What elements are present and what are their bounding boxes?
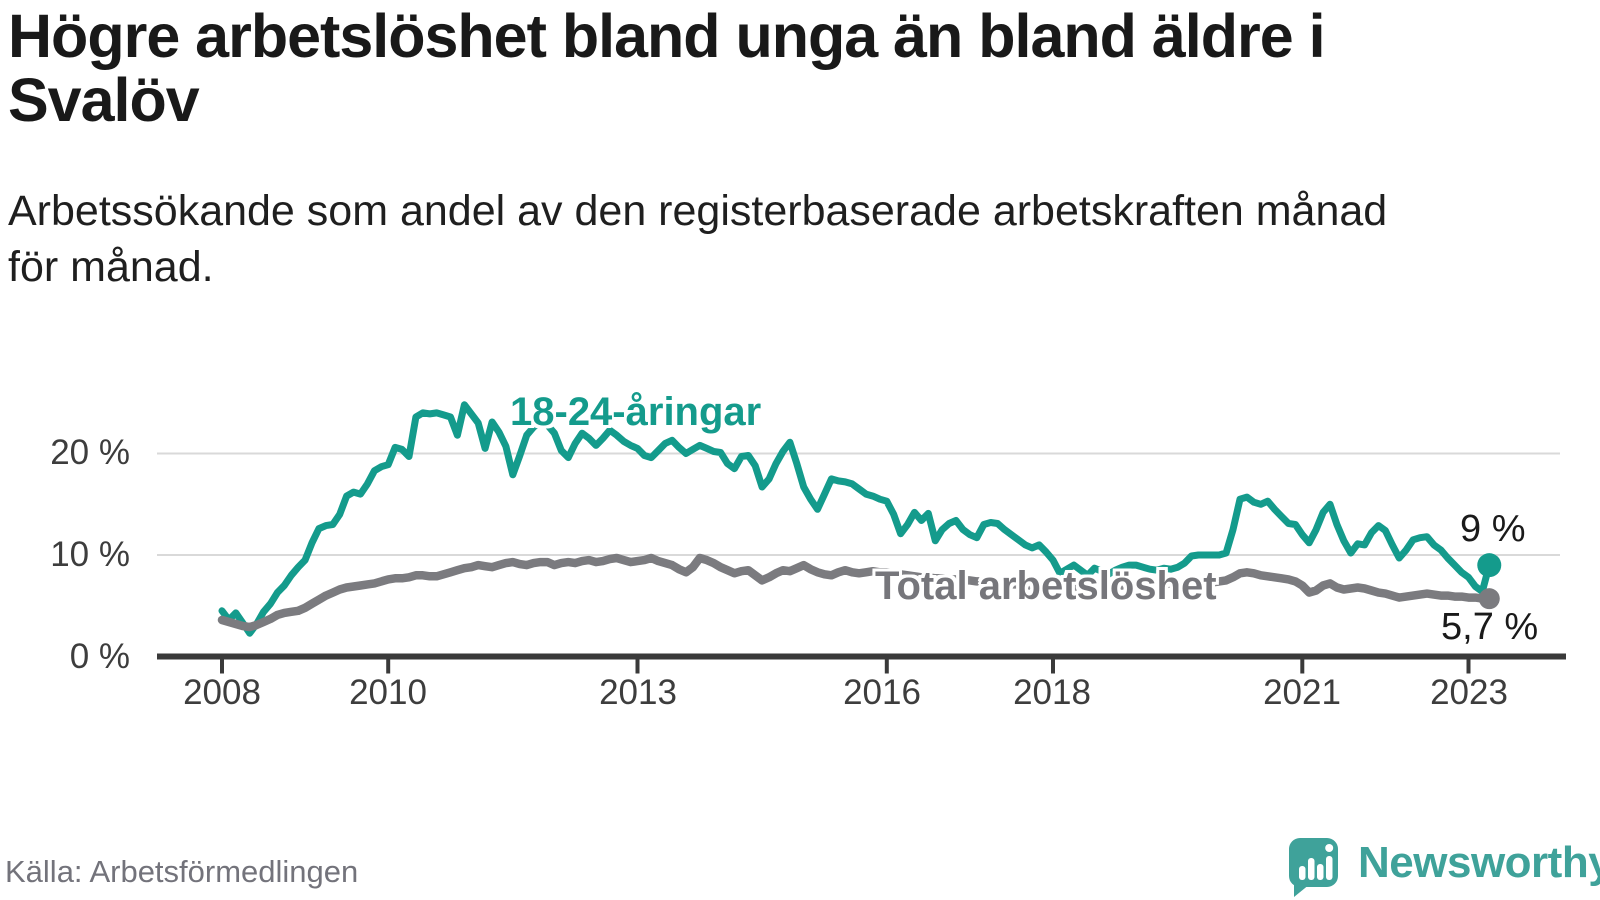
series-end-dot-total (1478, 588, 1500, 610)
newsworthy-logo-text: Newsworthy (1358, 838, 1600, 887)
series-line-total (217, 553, 1494, 632)
page-title: Högre arbetslöshet bland unga än bland ä… (8, 4, 1578, 132)
x-axis-label-2021: 2021 (1263, 673, 1341, 712)
x-axis-label-2010: 2010 (349, 673, 427, 712)
title-line-2: Svalöv (8, 66, 200, 135)
end-value-label-youth: 9 % (1460, 508, 1526, 550)
series-label-total: Total arbetslöshet (875, 564, 1217, 608)
source-attribution: Källa: Arbetsförmedlingen (5, 854, 359, 889)
y-axis-label-10: 10 % (50, 535, 130, 574)
chart-subtitle: Arbetssökande som andel av den registerb… (8, 184, 1578, 296)
title-line-1: Högre arbetslöshet bland unga än bland ä… (8, 2, 1326, 70)
y-axis-label-0: 0 % (69, 637, 130, 676)
subtitle-line-2: för månad. (8, 242, 214, 291)
x-axis-label-2023: 2023 (1430, 673, 1508, 712)
y-axis-label-20: 20 % (50, 433, 130, 472)
newsworthy-logo-icon (1289, 838, 1338, 897)
x-axis-label-2016: 2016 (843, 673, 921, 712)
subtitle-line-1: Arbetssökande som andel av den registerb… (8, 187, 1388, 235)
end-value-label-total: 5,7 % (1441, 606, 1539, 648)
series-line-youth (218, 401, 1493, 637)
newsworthy-logo: Newsworthy (1288, 836, 1600, 898)
x-axis-label-2008: 2008 (183, 673, 261, 712)
x-axis-label-2018: 2018 (1013, 673, 1091, 712)
series-end-dot-youth (1477, 553, 1502, 578)
x-axis-label-2013: 2013 (599, 673, 677, 712)
series-label-youth: 18-24-åringar (510, 390, 762, 434)
